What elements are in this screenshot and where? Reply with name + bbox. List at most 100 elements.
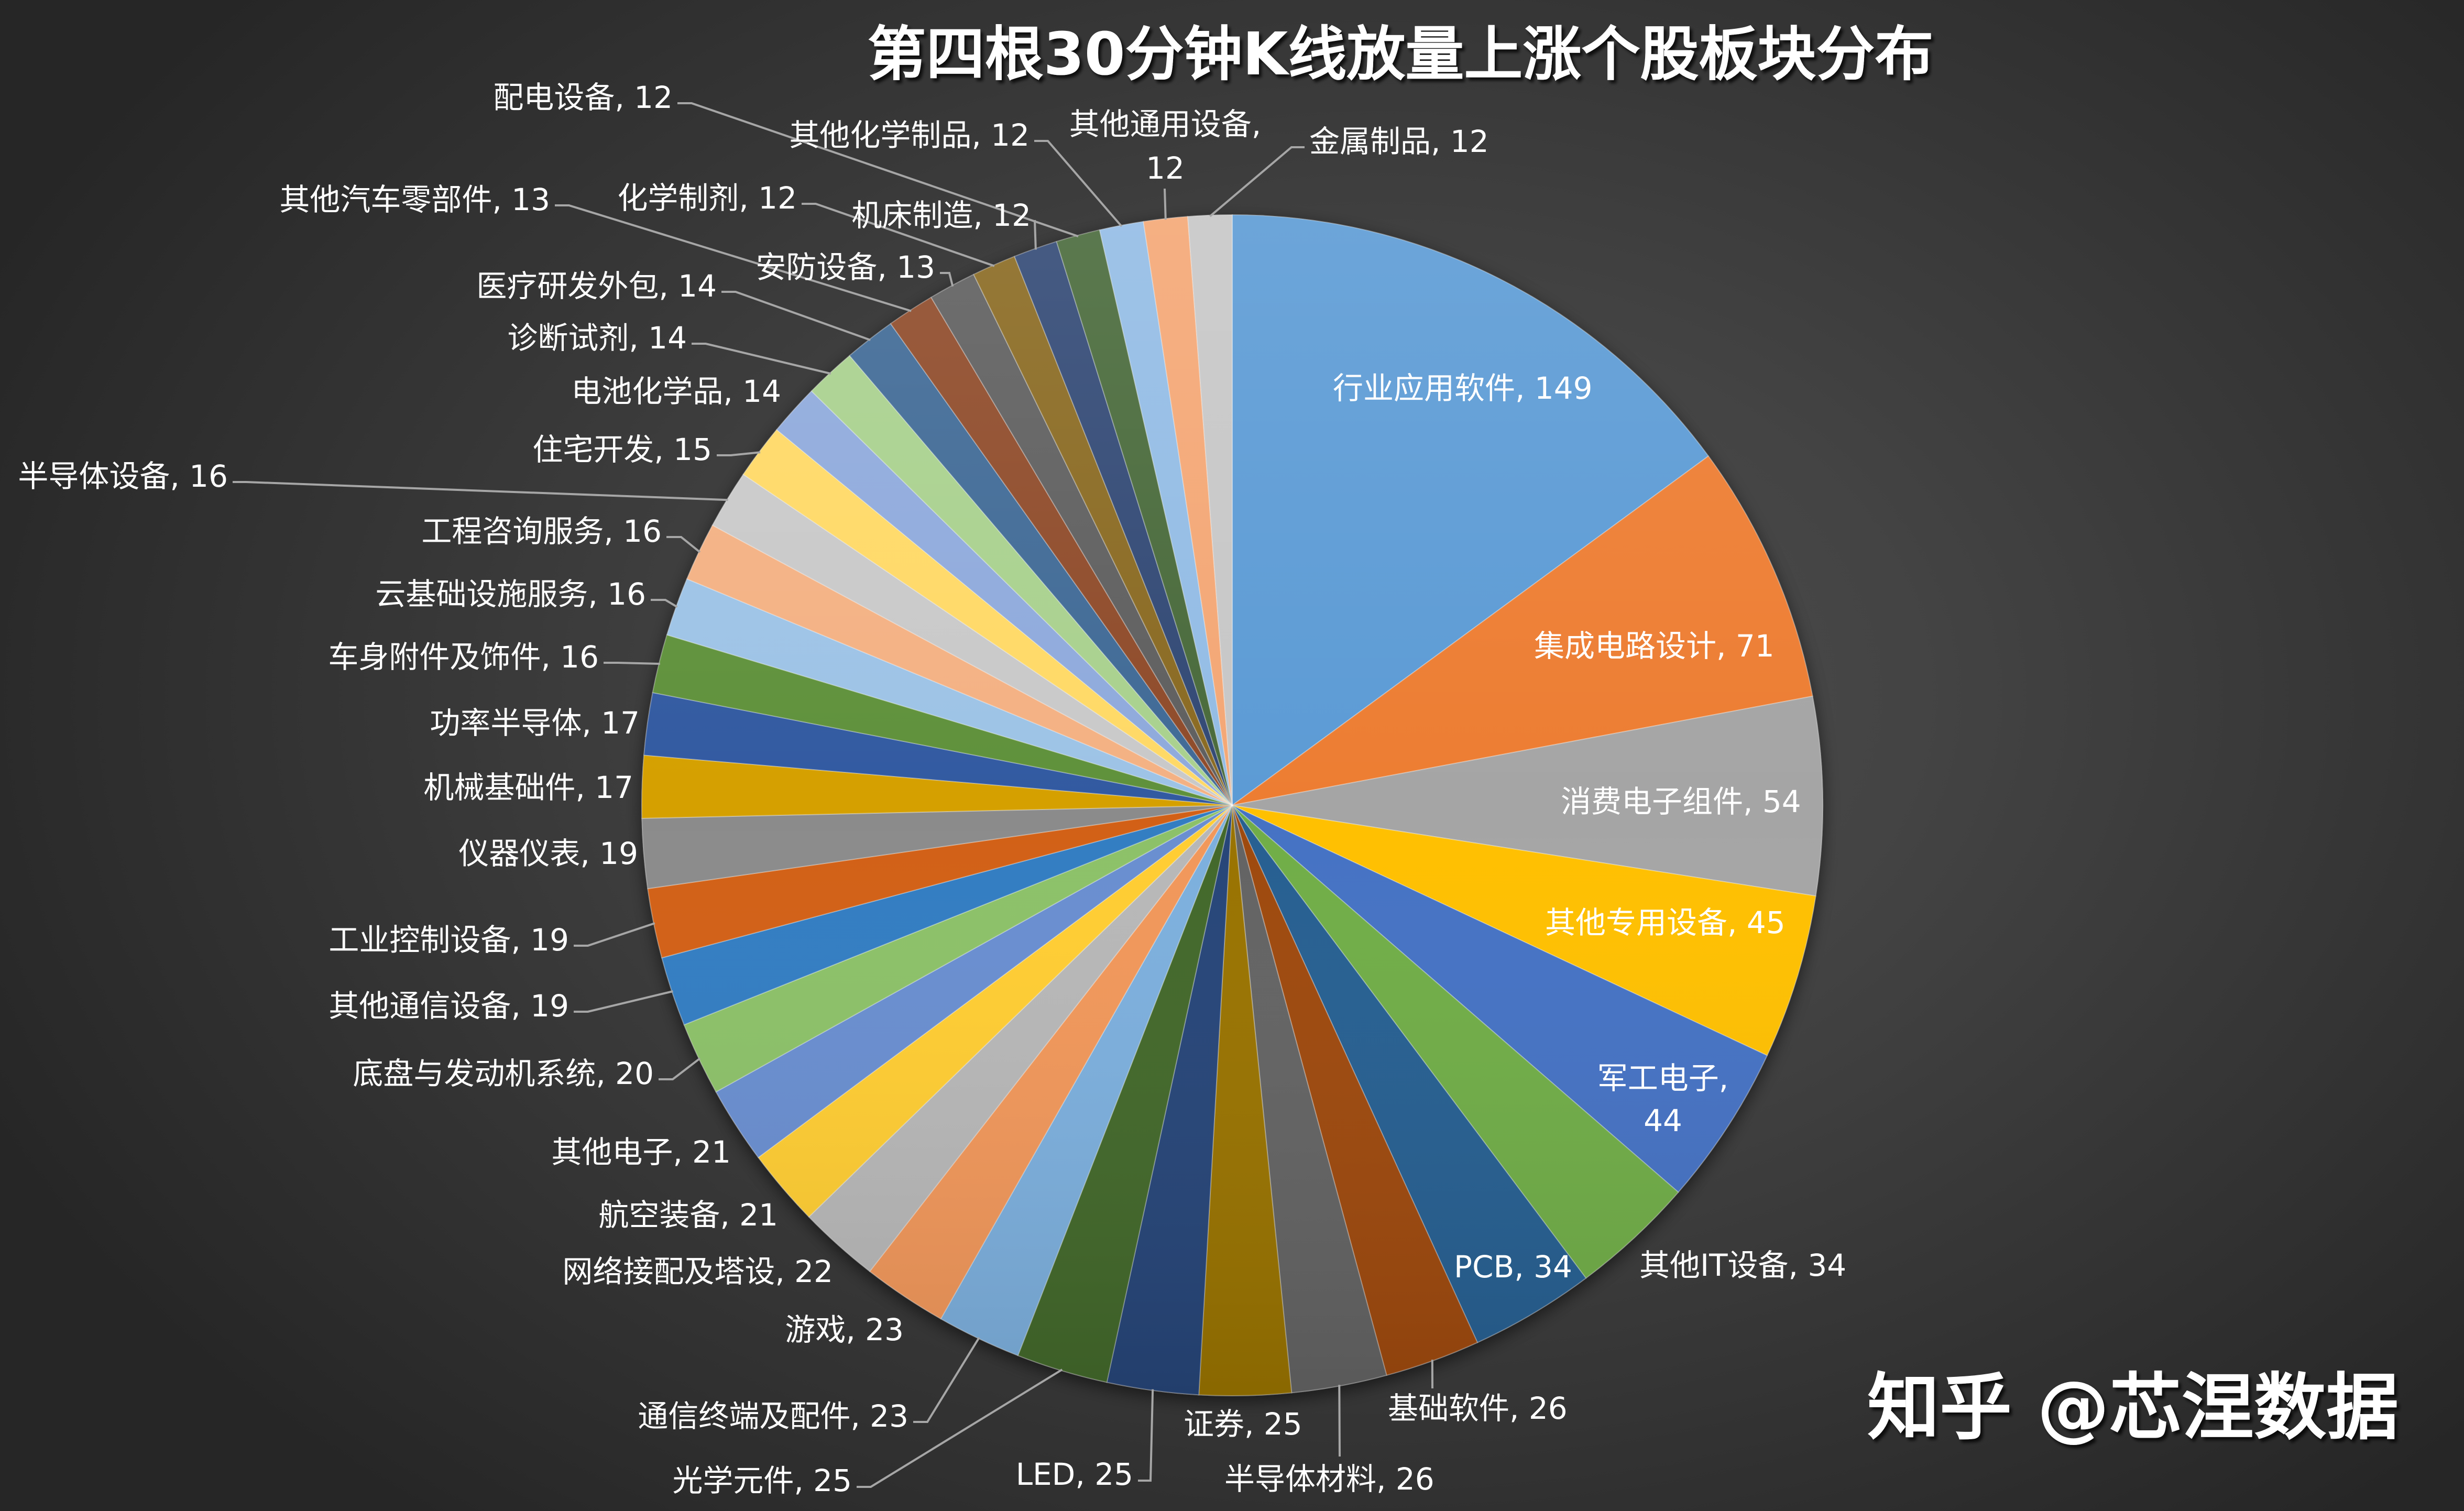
data-label: 军工电子, 44 bbox=[1597, 1060, 1728, 1138]
leader-lines bbox=[233, 102, 1433, 1488]
data-label-line: 云基础设施服务, 16 bbox=[375, 576, 646, 612]
data-label-line: 基础软件, 26 bbox=[1388, 1390, 1568, 1426]
data-label-line: 金属制品, 12 bbox=[1309, 124, 1489, 159]
data-label-line: 消费电子组件, 54 bbox=[1561, 784, 1801, 819]
data-label-line: 行业应用软件, 149 bbox=[1333, 370, 1593, 406]
data-labels: 行业应用软件, 149 集成电路设计, 71 消费电子组件, 54 其他专用设备, 4… bbox=[18, 80, 1846, 1498]
leader-line bbox=[692, 343, 831, 375]
leader-line bbox=[604, 662, 660, 665]
data-label: 住宅开发, 15 bbox=[532, 432, 712, 467]
data-label-line: 其他电子, 21 bbox=[551, 1134, 731, 1170]
leader-line bbox=[1338, 1385, 1341, 1457]
data-label-line: 机械基础件, 17 bbox=[423, 770, 633, 805]
leader-line bbox=[1034, 220, 1037, 250]
data-label: 金属制品, 12 bbox=[1309, 124, 1489, 159]
leader-line bbox=[802, 203, 995, 267]
data-label: 航空装备, 21 bbox=[598, 1197, 778, 1233]
data-label-line: 其他通信设备, 19 bbox=[328, 988, 569, 1024]
leader-line bbox=[574, 990, 673, 1013]
data-label-line: 光学元件, 25 bbox=[672, 1463, 852, 1498]
leader-line bbox=[659, 1057, 701, 1080]
chart-title: 第四根30分钟K线放量上涨个股板块分布 bbox=[868, 20, 1934, 89]
watermark: 知乎 @芯涅数据 bbox=[1867, 1365, 2399, 1450]
leader-line bbox=[721, 291, 871, 341]
data-label-line: 电池化学品, 14 bbox=[571, 374, 781, 409]
data-label-line: 安防设备, 13 bbox=[755, 249, 935, 285]
leader-line bbox=[574, 922, 655, 947]
data-label: 通信终端及配件, 23 bbox=[638, 1398, 908, 1434]
data-label-line: 工业控制设备, 19 bbox=[328, 922, 569, 958]
data-label-line: 44 bbox=[1644, 1103, 1682, 1138]
data-label: 消费电子组件, 54 bbox=[1561, 784, 1801, 819]
data-label: 网络接配及塔设, 22 bbox=[562, 1254, 833, 1289]
data-label-line: 住宅开发, 15 bbox=[532, 432, 712, 467]
data-label: 底盘与发动机系统, 20 bbox=[353, 1056, 654, 1091]
leader-line bbox=[1034, 140, 1123, 227]
data-label: 其他通用设备, 12 bbox=[1069, 106, 1261, 186]
data-label-line: 军工电子, bbox=[1597, 1060, 1728, 1096]
leader-line bbox=[717, 451, 761, 456]
data-label: 机床制造, 12 bbox=[851, 198, 1031, 233]
leader-line bbox=[651, 599, 678, 608]
leader-line bbox=[1164, 188, 1167, 220]
data-label: 配电设备, 12 bbox=[493, 80, 673, 115]
data-label: 其他电子, 21 bbox=[551, 1134, 731, 1170]
data-label: PCB, 34 bbox=[1454, 1249, 1572, 1285]
data-label: 其他通信设备, 19 bbox=[328, 988, 569, 1024]
data-label-line: 半导体材料, 26 bbox=[1224, 1461, 1434, 1497]
data-label: 基础软件, 26 bbox=[1388, 1390, 1568, 1426]
data-label: 行业应用软件, 149 bbox=[1333, 370, 1593, 406]
leader-line bbox=[940, 272, 954, 287]
data-label-line: 证券, 25 bbox=[1184, 1406, 1302, 1442]
data-label-line: PCB, 34 bbox=[1454, 1249, 1572, 1285]
data-label: LED, 25 bbox=[1016, 1457, 1133, 1492]
data-label-line: 通信终端及配件, 23 bbox=[638, 1398, 908, 1434]
leader-line bbox=[857, 1368, 1063, 1488]
data-label: 电池化学品, 14 bbox=[571, 374, 781, 409]
data-label: 化学制剂, 12 bbox=[617, 180, 797, 216]
data-label-line: 底盘与发动机系统, 20 bbox=[353, 1056, 654, 1091]
data-label: 车身附件及饰件, 16 bbox=[328, 639, 599, 675]
data-label-line: 工程咨询服务, 16 bbox=[421, 513, 662, 549]
data-label: 游戏, 23 bbox=[785, 1312, 904, 1348]
data-label: 证券, 25 bbox=[1184, 1406, 1302, 1442]
data-label-line: 配电设备, 12 bbox=[493, 80, 673, 115]
data-label-line: 其他通用设备, bbox=[1069, 106, 1261, 142]
data-label-line: LED, 25 bbox=[1016, 1457, 1133, 1492]
data-label-line: 半导体设备, 16 bbox=[18, 458, 228, 494]
data-label-line: 功率半导体, 17 bbox=[430, 705, 640, 741]
leader-line bbox=[913, 1337, 980, 1423]
data-label-line: 仪器仪表, 19 bbox=[458, 836, 638, 871]
data-label-line: 集成电路设计, 71 bbox=[1534, 628, 1775, 664]
data-label-line: 医疗研发外包, 14 bbox=[476, 268, 717, 304]
leader-line bbox=[1138, 1389, 1154, 1482]
leader-line bbox=[233, 481, 728, 501]
data-label: 安防设备, 13 bbox=[755, 249, 935, 285]
data-label: 功率半导体, 17 bbox=[430, 705, 640, 741]
data-label: 集成电路设计, 71 bbox=[1534, 628, 1775, 664]
data-label: 半导体设备, 16 bbox=[18, 458, 228, 494]
data-label: 工程咨询服务, 16 bbox=[421, 513, 662, 549]
data-label: 其他专用设备, 45 bbox=[1545, 905, 1786, 940]
leader-line bbox=[1209, 146, 1305, 217]
data-label-line: 诊断试剂, 14 bbox=[507, 320, 687, 356]
data-label: 医疗研发外包, 14 bbox=[476, 268, 717, 304]
data-label: 诊断试剂, 14 bbox=[507, 320, 687, 356]
leader-line bbox=[555, 204, 912, 312]
leader-line bbox=[677, 102, 1079, 237]
data-label-line: 车身附件及饰件, 16 bbox=[328, 639, 599, 675]
leader-line bbox=[666, 536, 701, 553]
data-label: 工业控制设备, 19 bbox=[328, 922, 569, 958]
data-label: 云基础设施服务, 16 bbox=[375, 576, 646, 612]
data-label-line: 化学制剂, 12 bbox=[617, 180, 797, 216]
data-label-line: 航空装备, 21 bbox=[598, 1197, 778, 1233]
data-label-line: 其他汽车零部件, 13 bbox=[279, 182, 550, 217]
data-label: 光学元件, 25 bbox=[672, 1463, 852, 1498]
data-label-line: 其他专用设备, 45 bbox=[1545, 905, 1786, 940]
data-label: 其他IT设备, 34 bbox=[1639, 1247, 1846, 1283]
data-label-line: 12 bbox=[1146, 150, 1185, 186]
data-label: 其他化学制品, 12 bbox=[789, 117, 1030, 153]
data-label-line: 机床制造, 12 bbox=[851, 198, 1031, 233]
data-label-line: 网络接配及塔设, 22 bbox=[562, 1254, 833, 1289]
